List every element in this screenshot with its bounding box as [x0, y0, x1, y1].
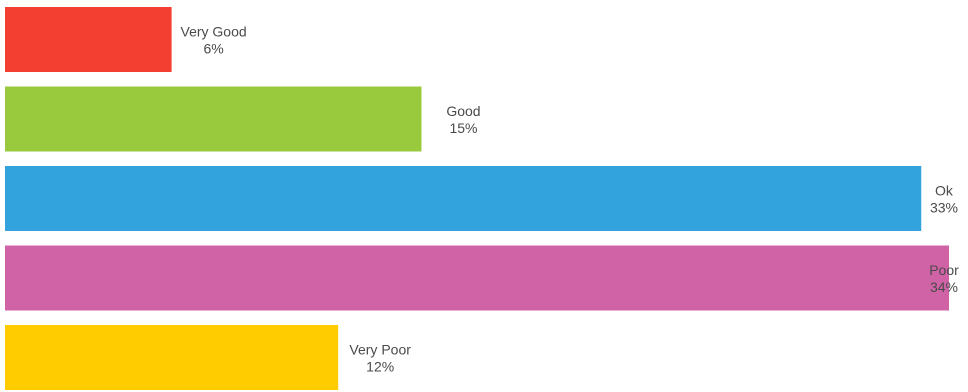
category-label: Very Good — [181, 24, 247, 40]
bar-ok — [5, 166, 922, 231]
category-label: Good — [446, 103, 480, 119]
value-label: 6% — [203, 41, 223, 57]
bar-very-poor — [5, 325, 339, 390]
bar-good — [5, 86, 422, 152]
value-label: 12% — [366, 359, 394, 375]
category-label: Ok — [935, 183, 954, 199]
value-label: 33% — [930, 200, 958, 216]
category-label: Very Poor — [349, 342, 411, 358]
category-label: Poor — [929, 262, 959, 278]
bar-very-good — [5, 7, 172, 72]
bar-poor — [5, 245, 949, 311]
value-label: 34% — [930, 279, 958, 295]
value-label: 15% — [449, 120, 477, 136]
bars-group — [5, 7, 949, 390]
